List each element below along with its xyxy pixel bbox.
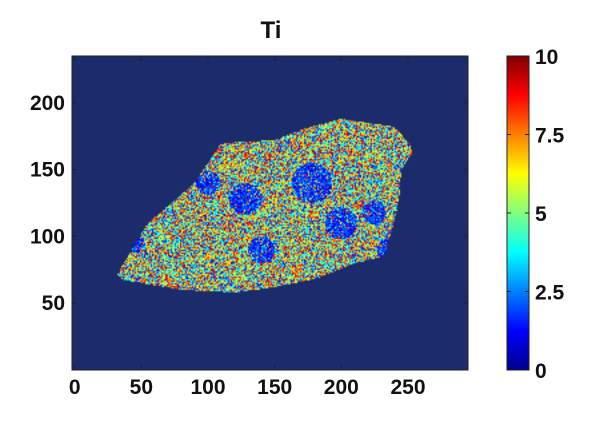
y-tick-label: 200 bbox=[30, 92, 65, 115]
x-tick-label: 0 bbox=[69, 376, 81, 399]
x-tick-label: 200 bbox=[324, 376, 359, 399]
x-tick-label: 50 bbox=[130, 376, 153, 399]
colorbar: 0 2.5 5 7.5 10 bbox=[506, 46, 565, 383]
colorbar-tick-label: 2.5 bbox=[535, 282, 565, 305]
colorbar-tick-label: 10 bbox=[535, 46, 558, 69]
y-axis: 50 100 150 200 bbox=[30, 92, 468, 315]
chart-title: Ti bbox=[261, 17, 282, 44]
y-tick-label: 100 bbox=[30, 225, 65, 248]
colorbar-tick-label: 5 bbox=[535, 203, 547, 226]
colorbar-tick-label: 0 bbox=[535, 360, 547, 383]
plot-area bbox=[71, 55, 469, 371]
x-tick-label: 250 bbox=[390, 376, 425, 399]
colorbar-ticks: 0 2.5 5 7.5 10 bbox=[507, 46, 565, 383]
colorbar-tick-label: 7.5 bbox=[535, 125, 565, 148]
y-tick-label: 50 bbox=[42, 292, 65, 315]
heatmap-image bbox=[72, 56, 468, 370]
x-tick-label: 100 bbox=[190, 376, 225, 399]
x-axis: 0 50 100 150 200 250 bbox=[69, 56, 426, 399]
y-tick-label: 150 bbox=[30, 159, 65, 182]
x-tick-label: 150 bbox=[257, 376, 292, 399]
plot-frame bbox=[71, 55, 469, 371]
